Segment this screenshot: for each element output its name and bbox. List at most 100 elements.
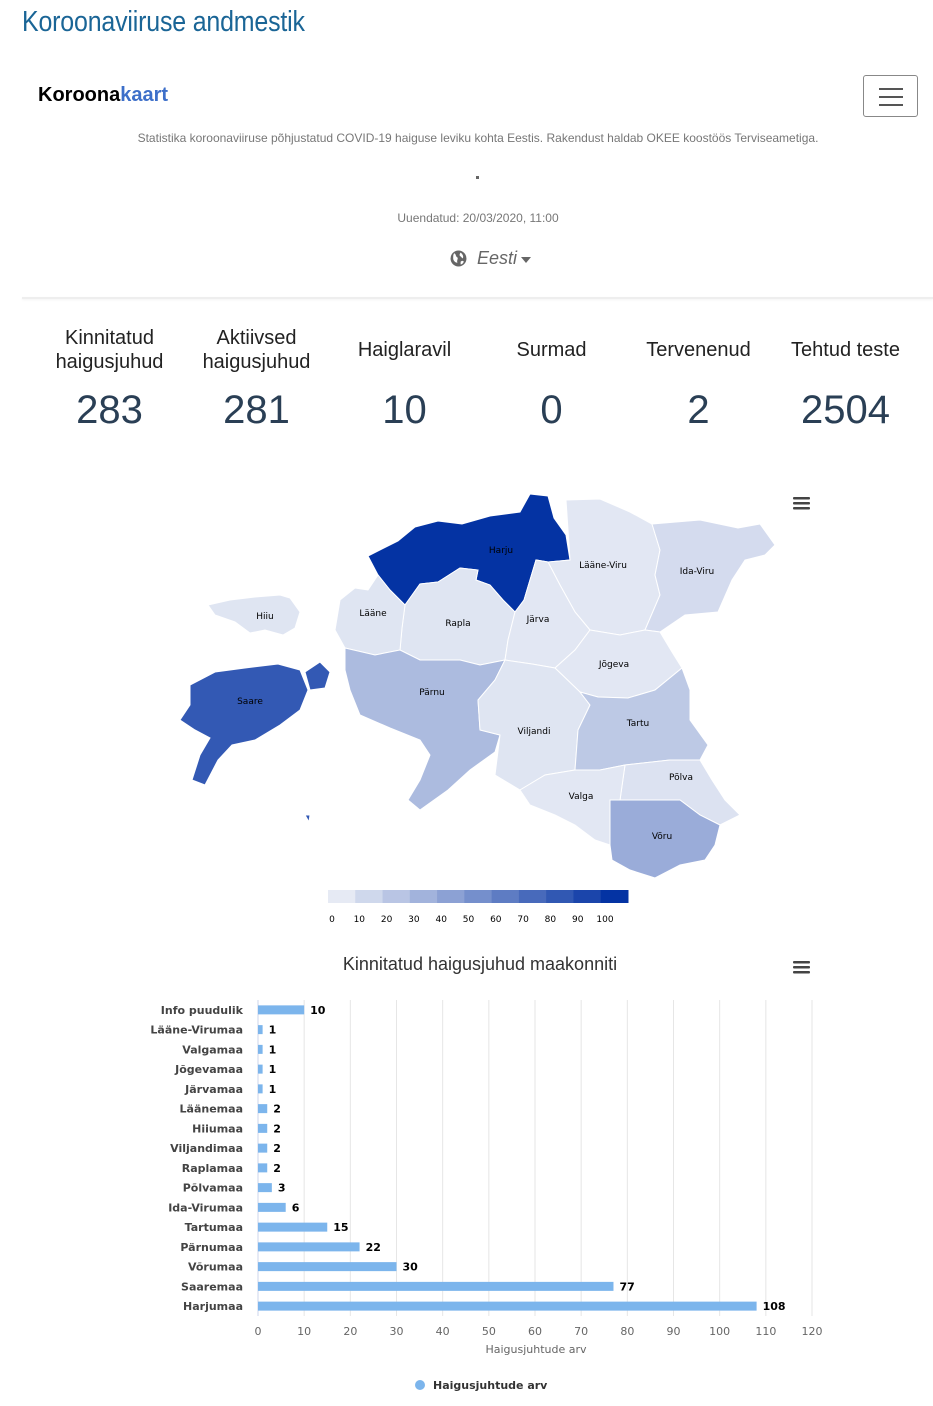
separator-dot (476, 176, 479, 179)
bar[interactable] (258, 1123, 268, 1133)
bar-data-label: 3 (278, 1182, 286, 1195)
bar[interactable] (258, 1084, 263, 1094)
bar[interactable] (258, 1064, 263, 1074)
map-label: Pärnu (419, 688, 445, 698)
map-label: Valga (569, 792, 594, 802)
y-category-label: Võrumaa (188, 1261, 243, 1274)
region-shape[interactable] (179, 661, 331, 786)
legend-color-step (518, 890, 547, 903)
app-description: Statistika koroonaviiruse põhjustatud CO… (137, 131, 819, 145)
bar-data-label: 108 (763, 1300, 786, 1313)
map-label: Lääne (359, 609, 387, 619)
region-shape[interactable] (574, 667, 709, 771)
x-axis-title: Haigusjuhtude arv (485, 1343, 587, 1356)
chart-title: Kinnitatud haigusjuhud maakonniti (342, 954, 618, 974)
x-tick-label: 70 (574, 1325, 588, 1338)
bar[interactable] (258, 1183, 272, 1193)
language-label: Eesti (477, 248, 518, 268)
bar[interactable] (258, 1202, 286, 1212)
x-tick-label: 80 (620, 1325, 634, 1338)
stat-deaths: Surmad 0 (478, 326, 625, 433)
bar[interactable] (258, 1301, 757, 1311)
map-export-menu-icon[interactable] (793, 497, 810, 510)
map-label: Põlva (669, 773, 693, 783)
y-category-label: Viljandimaa (170, 1142, 243, 1155)
region-shape[interactable] (644, 519, 776, 633)
region-shape[interactable] (609, 799, 721, 879)
y-category-label: Saaremaa (181, 1280, 243, 1293)
stat-label: Surmad (516, 339, 587, 361)
x-tick-label: 110 (755, 1325, 776, 1338)
region-shape[interactable] (207, 594, 301, 636)
bar[interactable] (258, 1044, 263, 1054)
bar[interactable] (258, 1262, 397, 1272)
bar[interactable] (258, 1005, 305, 1015)
legend-color-step (409, 890, 438, 903)
legend-tick-label: 90 (572, 915, 584, 925)
legend-color-step (437, 890, 465, 903)
bar[interactable] (258, 1222, 328, 1232)
legend-color-step (491, 890, 520, 903)
bar-data-label: 77 (619, 1280, 634, 1293)
legend-tick-label: 100 (596, 915, 613, 925)
bar[interactable] (258, 1025, 263, 1035)
stat-confirmed: Kinnitatud haigusjuhud 283 (36, 326, 183, 433)
bar[interactable] (258, 1163, 268, 1173)
y-category-label: Tartumaa (185, 1221, 243, 1234)
brand-logo[interactable]: Koroonakaart (38, 84, 168, 107)
hamburger-menu-button[interactable] (863, 75, 918, 117)
region-shape (304, 814, 311, 824)
legend-color-step (464, 890, 493, 903)
bar[interactable] (258, 1281, 614, 1291)
bar-data-label: 2 (273, 1103, 281, 1116)
region-map: Harju Lääne-Viru Ida-Viru Hiiu Lääne Rap… (179, 493, 810, 925)
legend-tick-label: 70 (517, 915, 529, 925)
y-category-label: Hiiumaa (192, 1122, 243, 1135)
bar[interactable] (258, 1242, 360, 1252)
x-tick-label: 120 (802, 1325, 823, 1338)
x-tick-label: 20 (343, 1325, 357, 1338)
language-dropdown[interactable]: Eesti (450, 248, 532, 269)
x-tick-label: 0 (255, 1325, 262, 1338)
page-title: Koroonaviiruse andmestik (22, 6, 305, 38)
map-color-legend: 0 10 20 30 40 50 60 70 80 90 100 (328, 890, 629, 925)
region-shape[interactable] (344, 647, 506, 811)
bar[interactable] (258, 1143, 268, 1153)
bar-data-label: 2 (273, 1142, 281, 1155)
y-category-label: Ida-Virumaa (168, 1201, 243, 1214)
stat-value: 283 (76, 388, 143, 432)
bar-data-label: 6 (292, 1201, 300, 1214)
stat-value: 2 (687, 388, 710, 432)
map-label: Viljandi (518, 727, 551, 737)
legend-color-step (600, 890, 629, 903)
legend-tick-label: 30 (408, 915, 420, 925)
chart-legend[interactable]: Haigusjuhtude arv (415, 1379, 548, 1392)
hamburger-line (879, 88, 903, 90)
section-divider (22, 297, 933, 299)
hamburger-line (879, 96, 903, 98)
stat-hospitalized: Haiglaravil 10 (331, 326, 478, 433)
x-tick-label: 90 (667, 1325, 681, 1338)
brand-part2: kaart (120, 84, 169, 106)
stat-value: 0 (540, 388, 563, 432)
map-label: Võru (652, 832, 672, 842)
stat-tests: Tehtud teste 2504 (772, 326, 919, 433)
bar[interactable] (258, 1104, 268, 1114)
y-category-label: Jõgevamaa (174, 1063, 243, 1076)
bar-data-label: 2 (273, 1122, 281, 1135)
globe-icon (450, 250, 467, 267)
y-category-label: Harjumaa (183, 1300, 243, 1313)
bar-data-label: 10 (310, 1004, 326, 1017)
bar-data-label: 1 (269, 1043, 277, 1056)
stat-label: Haiglaravil (357, 339, 452, 361)
stat-recovered: Tervenenud 2 (625, 326, 772, 433)
legend-color-step (546, 890, 574, 903)
legend-tick-label: 10 (354, 915, 366, 925)
region-shape[interactable] (334, 574, 406, 656)
updated-timestamp: Uuendatud: 20/03/2020, 11:00 (397, 211, 559, 225)
legend-tick-label: 0 (329, 915, 335, 925)
chart-export-menu-icon[interactable] (793, 961, 810, 974)
map-label: Lääne-Viru (579, 561, 627, 571)
y-category-label: Valgamaa (182, 1043, 243, 1056)
map-label: Jõgeva (598, 660, 629, 670)
